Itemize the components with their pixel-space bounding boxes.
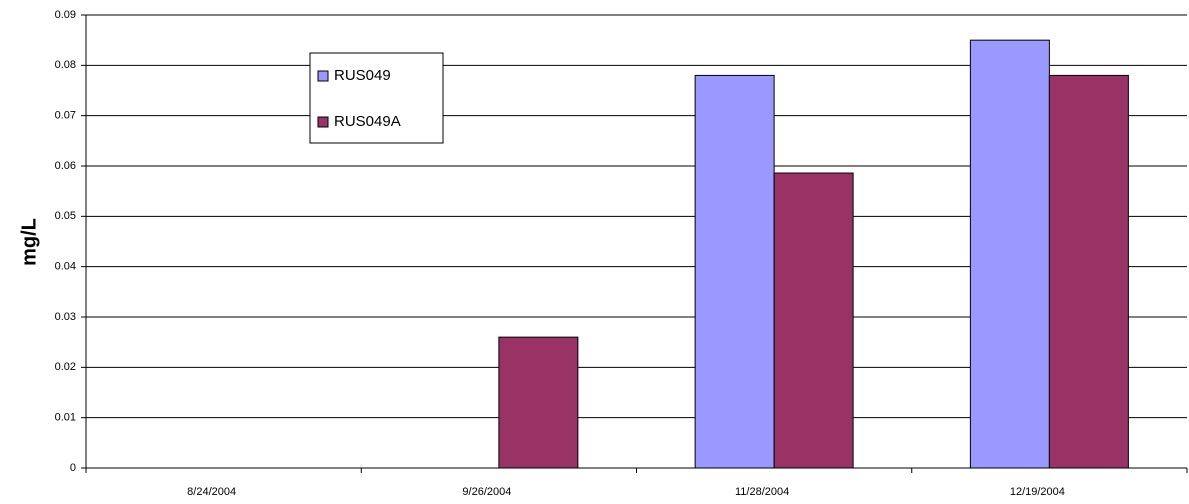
- x-tick-label: 12/19/2004: [1010, 486, 1065, 498]
- y-tick-label: 0.06: [55, 160, 76, 172]
- y-tick-label: 0.04: [55, 261, 76, 273]
- bar: [969, 39, 1050, 469]
- legend-box: [309, 52, 444, 144]
- legend-label: RUS049A: [334, 113, 401, 130]
- y-tick-label: 0.03: [55, 311, 76, 323]
- y-tick-label: 0.01: [55, 412, 76, 424]
- legend-swatch: [317, 70, 329, 82]
- legend-swatch: [317, 116, 329, 128]
- y-tick-label: 0.05: [55, 210, 76, 222]
- x-tick-label: 11/28/2004: [735, 486, 789, 498]
- x-tick-label: 9/26/2004: [462, 486, 511, 498]
- y-axis-label: mg/L: [18, 218, 40, 266]
- y-tick-label: 0.08: [55, 59, 76, 71]
- bar: [773, 172, 854, 469]
- legend-label: RUS049: [334, 67, 391, 84]
- y-tick-label: 0.09: [55, 9, 76, 21]
- y-tick-label: 0.07: [55, 110, 76, 122]
- bar: [694, 74, 775, 469]
- y-tick-label: 0: [70, 462, 76, 474]
- bar: [1048, 74, 1129, 469]
- x-tick-label: 8/24/2004: [187, 486, 236, 498]
- bar: [498, 336, 579, 469]
- y-tick-label: 0.02: [55, 361, 76, 373]
